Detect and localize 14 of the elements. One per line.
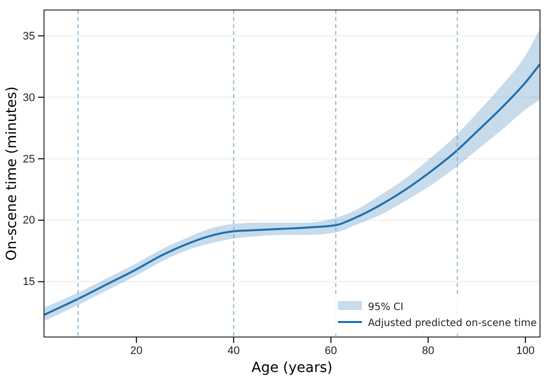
y-tick-label: 30 — [22, 92, 35, 104]
y-axis-title: On-scene time (minutes) — [4, 86, 20, 261]
x-tick-label: 100 — [516, 344, 535, 357]
y-tick-label: 15 — [22, 276, 35, 288]
x-tick-label: 20 — [130, 344, 143, 357]
annotation: 95% CI — [368, 302, 404, 313]
x-tick-label: 40 — [228, 344, 240, 357]
x-axis-title: Age (years) — [252, 360, 332, 376]
y-tick-label: 20 — [22, 214, 35, 227]
y-tick-label: 35 — [22, 30, 35, 42]
x-tick-label: 60 — [324, 344, 338, 357]
x-tick-label: 80 — [422, 344, 434, 357]
y-tick-label: 25 — [22, 153, 35, 166]
legend-label: Adjusted predicted on-scene time — [368, 318, 537, 329]
